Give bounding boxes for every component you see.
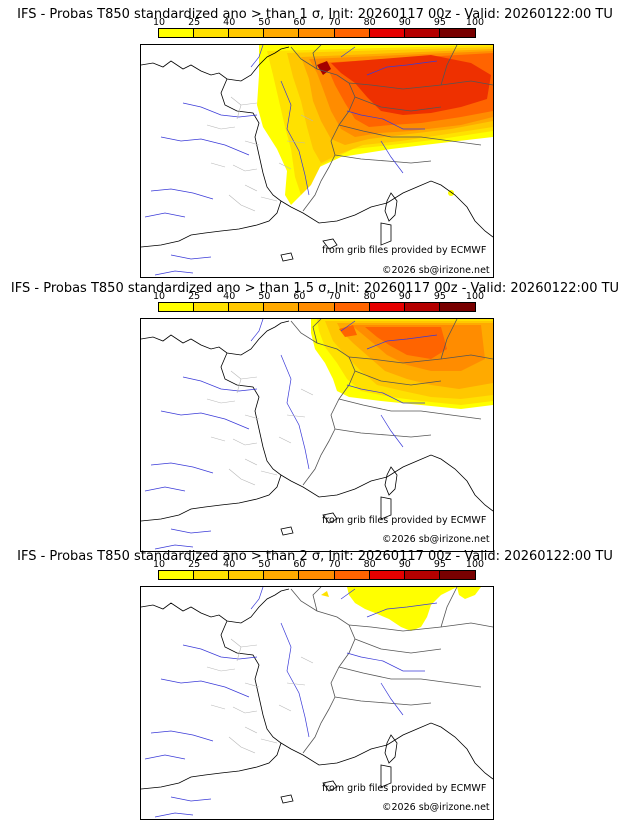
panel-title: IFS - Probas T850 standardized ano > tha… xyxy=(17,549,613,564)
colorbar-tick-label: 90 xyxy=(398,559,411,570)
panel-title: IFS - Probas T850 standardized ano > tha… xyxy=(10,281,620,296)
colorbar-segment xyxy=(229,303,265,311)
colorbar-tick-label: 90 xyxy=(398,17,411,28)
panel-1-5sigma: IFS - Probas T850 standardized ano > tha… xyxy=(0,274,630,552)
colorbar-segment xyxy=(404,571,440,579)
map-1sigma xyxy=(140,44,494,278)
colorbar-tick-label: 100 xyxy=(465,17,485,28)
probability-shading xyxy=(257,45,493,205)
colorbar-ticks: 10 25 40 50 60 70 80 90 95 100 xyxy=(153,291,484,302)
colorbar-segment xyxy=(159,29,195,37)
colorbar-tick-label: 70 xyxy=(328,17,341,28)
colorbar-segment xyxy=(439,303,475,311)
basemap xyxy=(141,319,493,550)
colorbar xyxy=(158,302,476,312)
colorbar-segment xyxy=(194,29,230,37)
probability-shading xyxy=(311,319,493,409)
copyright-credit: ©2026 sb@irizone.net xyxy=(382,265,490,276)
colorbar-tick-label: 10 xyxy=(152,17,166,28)
colorbar-segment xyxy=(369,29,405,37)
colorbar-segment xyxy=(299,303,335,311)
colorbar-tick-label: 25 xyxy=(188,291,201,302)
panel-title: IFS - Probas T850 standardized ano > tha… xyxy=(17,7,613,22)
colorbar-tick-label: 50 xyxy=(258,291,271,302)
colorbar-segment xyxy=(159,303,195,311)
colorbar-tick-label: 95 xyxy=(433,559,446,570)
colorbar-tick-label: 90 xyxy=(398,291,411,302)
map-2sigma xyxy=(140,586,494,820)
colorbar-tick-label: 70 xyxy=(328,291,341,302)
colorbar-segment xyxy=(194,303,230,311)
colorbar-segment xyxy=(264,29,300,37)
colorbar-segment xyxy=(264,303,300,311)
colorbar-tick-label: 60 xyxy=(293,559,306,570)
colorbar-tick-label: 50 xyxy=(258,559,271,570)
colorbar-tick-label: 40 xyxy=(223,291,236,302)
colorbar-segment xyxy=(404,303,440,311)
colorbar-segment xyxy=(369,303,405,311)
colorbar-ticks: 10 25 40 50 60 70 80 90 95 100 xyxy=(153,17,484,28)
colorbar-tick-label: 80 xyxy=(363,559,376,570)
colorbar-segment xyxy=(229,571,265,579)
colorbar-tick-label: 95 xyxy=(433,17,446,28)
colorbar xyxy=(158,28,476,38)
colorbar-segment xyxy=(439,29,475,37)
colorbar-tick-label: 80 xyxy=(363,291,376,302)
colorbar-ticks: 10 25 40 50 60 70 80 90 95 100 xyxy=(153,559,484,570)
colorbar-segment xyxy=(439,571,475,579)
colorbar-tick-label: 60 xyxy=(293,291,306,302)
colorbar-tick-label: 60 xyxy=(293,17,306,28)
colorbar-tick-label: 100 xyxy=(465,559,485,570)
colorbar-tick-label: 25 xyxy=(188,17,201,28)
colorbar-segment xyxy=(159,571,195,579)
colorbar-segment xyxy=(229,29,265,37)
colorbar-tick-label: 95 xyxy=(433,291,446,302)
source-credit: from grib files provided by ECMWF xyxy=(322,783,487,794)
colorbar-tick-label: 10 xyxy=(152,559,166,570)
colorbar-segment xyxy=(334,303,370,311)
panel-2sigma: IFS - Probas T850 standardized ano > tha… xyxy=(0,542,630,828)
probability-shading xyxy=(321,587,481,631)
colorbar-tick-label: 80 xyxy=(363,17,376,28)
basemap xyxy=(141,587,493,818)
colorbar-segment xyxy=(404,29,440,37)
colorbar-tick-label: 40 xyxy=(223,559,236,570)
copyright-credit: ©2026 sb@irizone.net xyxy=(382,534,490,545)
panel-1sigma: IFS - Probas T850 standardized ano > tha… xyxy=(0,0,630,278)
colorbar-segment xyxy=(334,29,370,37)
source-credit: from grib files provided by ECMWF xyxy=(322,515,487,526)
colorbar-tick-label: 70 xyxy=(328,559,341,570)
source-credit: from grib files provided by ECMWF xyxy=(322,245,487,256)
colorbar-segment xyxy=(194,571,230,579)
colorbar-tick-label: 10 xyxy=(152,291,166,302)
colorbar-segment xyxy=(334,571,370,579)
colorbar xyxy=(158,570,476,580)
map-1-5sigma xyxy=(140,318,494,552)
colorbar-segment xyxy=(299,29,335,37)
colorbar-tick-label: 100 xyxy=(465,291,485,302)
colorbar-segment xyxy=(369,571,405,579)
colorbar-tick-label: 40 xyxy=(223,17,236,28)
colorbar-tick-label: 50 xyxy=(258,17,271,28)
colorbar-segment xyxy=(264,571,300,579)
colorbar-segment xyxy=(299,571,335,579)
colorbar-tick-label: 25 xyxy=(188,559,201,570)
copyright-credit: ©2026 sb@irizone.net xyxy=(382,802,490,813)
basemap xyxy=(141,45,493,276)
